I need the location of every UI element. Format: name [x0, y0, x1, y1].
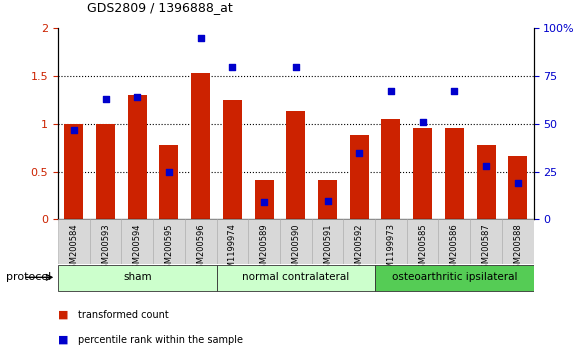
Text: GSM200593: GSM200593: [101, 223, 110, 274]
Text: protocol: protocol: [6, 272, 51, 282]
Bar: [407, 219, 438, 264]
Bar: [58, 265, 216, 291]
Text: GSM200587: GSM200587: [481, 223, 491, 274]
Point: [386, 88, 396, 94]
Point: [354, 150, 364, 155]
Text: ■: ■: [58, 335, 68, 345]
Bar: [375, 265, 534, 291]
Point: [259, 199, 269, 205]
Bar: [248, 219, 280, 264]
Bar: [502, 219, 534, 264]
Bar: [153, 219, 185, 264]
Point: [228, 64, 237, 69]
Point: [291, 64, 300, 69]
Bar: [287, 112, 305, 219]
Bar: [280, 219, 311, 264]
Text: GSM200591: GSM200591: [323, 223, 332, 274]
Text: GSM200586: GSM200586: [450, 223, 459, 274]
Text: ■: ■: [58, 310, 68, 320]
Bar: [438, 219, 470, 264]
Point: [101, 96, 110, 102]
Bar: [508, 156, 527, 219]
Text: GDS2809 / 1396888_at: GDS2809 / 1396888_at: [87, 1, 233, 14]
Point: [513, 180, 523, 186]
Bar: [445, 128, 464, 219]
Bar: [375, 219, 407, 264]
Bar: [223, 100, 242, 219]
Bar: [216, 219, 248, 264]
Bar: [382, 119, 400, 219]
Bar: [470, 219, 502, 264]
Bar: [343, 219, 375, 264]
Bar: [318, 180, 337, 219]
Point: [196, 35, 205, 41]
Point: [164, 169, 173, 175]
Point: [69, 127, 78, 132]
Text: GSM1199973: GSM1199973: [386, 223, 396, 279]
Text: GSM200595: GSM200595: [165, 223, 173, 274]
Point: [133, 94, 142, 100]
Point: [450, 88, 459, 94]
Text: GSM200585: GSM200585: [418, 223, 427, 274]
Text: GSM200596: GSM200596: [196, 223, 205, 274]
Bar: [58, 219, 90, 264]
Bar: [255, 180, 274, 219]
Text: GSM200590: GSM200590: [291, 223, 300, 274]
Text: normal contralateral: normal contralateral: [242, 272, 349, 282]
Bar: [311, 219, 343, 264]
Text: GSM200592: GSM200592: [355, 223, 364, 274]
Bar: [477, 145, 495, 219]
Bar: [128, 95, 147, 219]
Bar: [64, 124, 84, 219]
Point: [481, 163, 491, 169]
Bar: [96, 124, 115, 219]
Text: GSM200589: GSM200589: [260, 223, 269, 274]
Bar: [216, 265, 375, 291]
Bar: [413, 128, 432, 219]
Bar: [160, 145, 179, 219]
Bar: [121, 219, 153, 264]
Point: [418, 119, 427, 125]
Bar: [185, 219, 216, 264]
Point: [323, 199, 332, 204]
Text: percentile rank within the sample: percentile rank within the sample: [78, 335, 243, 345]
Text: transformed count: transformed count: [78, 310, 169, 320]
Text: GSM200588: GSM200588: [513, 223, 522, 274]
Text: GSM1199974: GSM1199974: [228, 223, 237, 279]
Bar: [191, 73, 210, 219]
Bar: [350, 135, 369, 219]
Text: GSM200584: GSM200584: [70, 223, 78, 274]
Text: GSM200594: GSM200594: [133, 223, 142, 274]
Text: osteoarthritic ipsilateral: osteoarthritic ipsilateral: [392, 272, 517, 282]
Bar: [90, 219, 121, 264]
Text: sham: sham: [123, 272, 151, 282]
